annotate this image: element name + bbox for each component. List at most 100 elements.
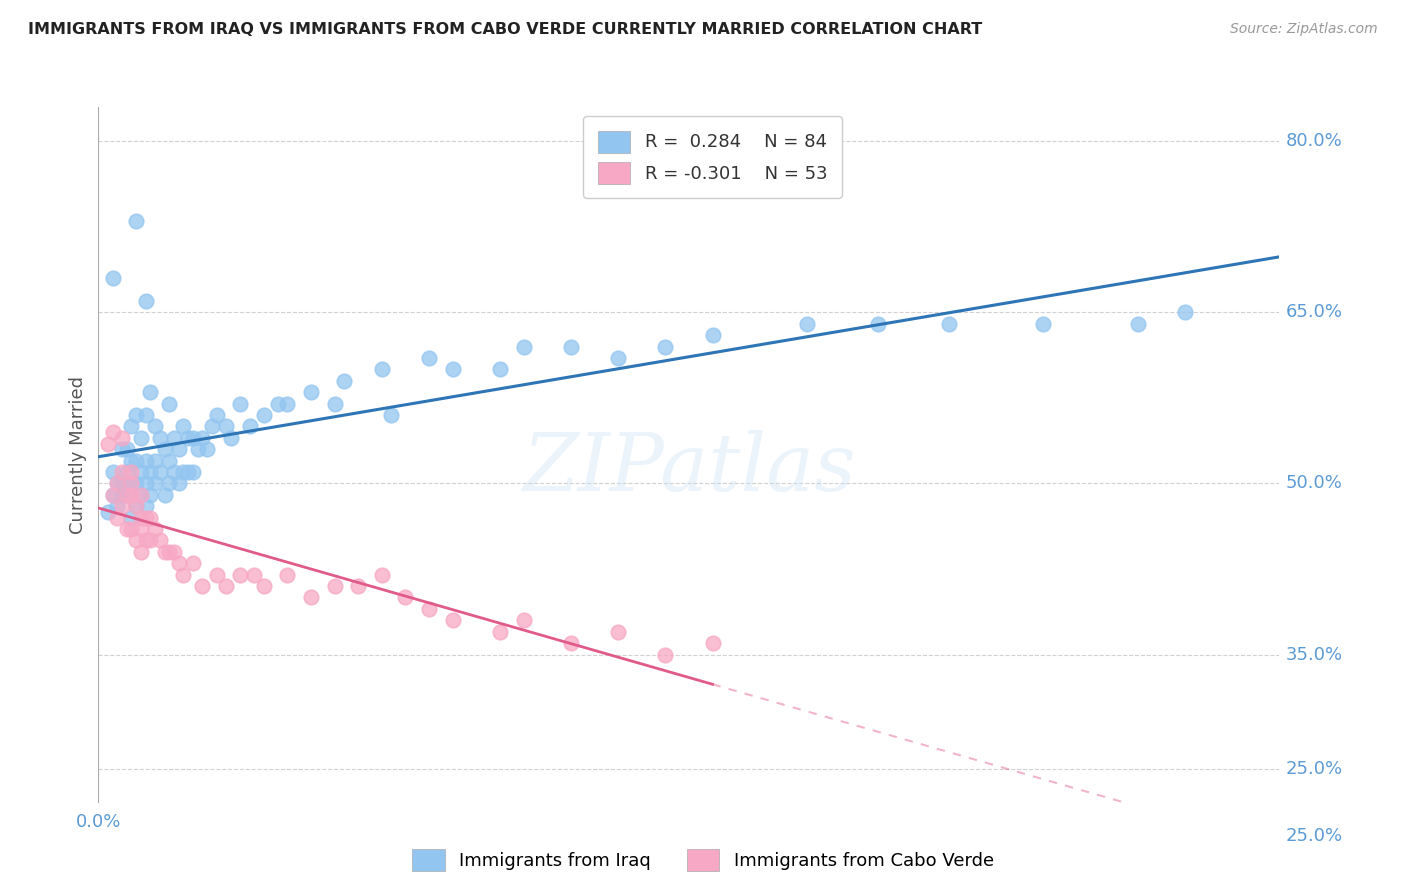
Point [135, 510, 157, 524]
Point [121, 453, 143, 467]
Point [205, 567, 228, 582]
Point [167, 442, 190, 457]
Point [143, 476, 166, 491]
Point [121, 476, 143, 491]
Point [135, 500, 157, 514]
Point [97, 436, 120, 450]
Point [125, 476, 148, 491]
Legend: R =  0.284    N = 84, R = -0.301    N = 53: R = 0.284 N = 84, R = -0.301 N = 53 [583, 116, 842, 198]
Point [139, 385, 162, 400]
Point [111, 431, 134, 445]
Point [105, 476, 128, 491]
Point [115, 488, 138, 502]
Point [121, 522, 143, 536]
Point [702, 636, 724, 650]
Point [111, 488, 134, 502]
Text: Source: ZipAtlas.com: Source: ZipAtlas.com [1230, 22, 1378, 37]
Point [215, 579, 238, 593]
Point [239, 419, 262, 434]
Legend: Immigrants from Iraq, Immigrants from Cabo Verde: Immigrants from Iraq, Immigrants from Ca… [405, 842, 1001, 879]
Point [177, 431, 200, 445]
Point [125, 500, 148, 514]
Point [215, 419, 238, 434]
Point [157, 396, 180, 410]
Point [135, 533, 157, 548]
Point [129, 510, 152, 524]
Point [111, 500, 134, 514]
Point [276, 567, 298, 582]
Text: 25.0%: 25.0% [1285, 760, 1343, 778]
Point [157, 453, 180, 467]
Point [101, 425, 124, 439]
Point [243, 567, 266, 582]
Point [1126, 317, 1149, 331]
Point [153, 545, 176, 559]
Point [129, 488, 152, 502]
Point [1174, 305, 1197, 319]
Point [139, 465, 162, 479]
Point [111, 465, 134, 479]
Point [121, 419, 143, 434]
Point [866, 317, 889, 331]
Text: 65.0%: 65.0% [1285, 303, 1343, 321]
Point [172, 567, 194, 582]
Point [135, 293, 157, 308]
Point [181, 465, 204, 479]
Point [121, 465, 143, 479]
Point [371, 362, 394, 376]
Y-axis label: Currently Married: Currently Married [69, 376, 87, 534]
Point [101, 465, 124, 479]
Point [101, 488, 124, 502]
Text: ZIPatlas: ZIPatlas [522, 430, 856, 508]
Point [167, 556, 190, 570]
Point [702, 328, 724, 343]
Point [267, 396, 290, 410]
Point [115, 442, 138, 457]
Point [129, 488, 152, 502]
Point [125, 533, 148, 548]
Point [512, 613, 534, 627]
Point [121, 510, 143, 524]
Point [163, 431, 186, 445]
Point [129, 465, 152, 479]
Point [115, 488, 138, 502]
Point [299, 385, 322, 400]
Text: 80.0%: 80.0% [1285, 132, 1343, 150]
Point [380, 408, 402, 422]
Point [105, 500, 128, 514]
Point [654, 340, 676, 354]
Point [172, 419, 194, 434]
Point [299, 591, 322, 605]
Point [121, 476, 143, 491]
Text: 25.0%: 25.0% [1285, 827, 1343, 845]
Point [489, 624, 512, 639]
Point [229, 567, 252, 582]
Point [111, 442, 134, 457]
Point [276, 396, 298, 410]
Point [172, 465, 194, 479]
Text: 50.0%: 50.0% [1285, 475, 1343, 492]
Point [125, 408, 148, 422]
Point [607, 351, 630, 365]
Point [796, 317, 818, 331]
Point [347, 579, 370, 593]
Point [607, 624, 630, 639]
Point [441, 362, 464, 376]
Point [125, 500, 148, 514]
Point [654, 648, 676, 662]
Point [167, 476, 190, 491]
Point [97, 505, 120, 519]
Point [418, 351, 440, 365]
Point [153, 488, 176, 502]
Point [149, 465, 172, 479]
Point [143, 419, 166, 434]
Point [129, 431, 152, 445]
Point [489, 362, 512, 376]
Point [181, 431, 204, 445]
Point [101, 271, 124, 285]
Point [205, 408, 228, 422]
Point [371, 567, 394, 582]
Point [201, 419, 224, 434]
Point [191, 431, 214, 445]
Point [153, 442, 176, 457]
